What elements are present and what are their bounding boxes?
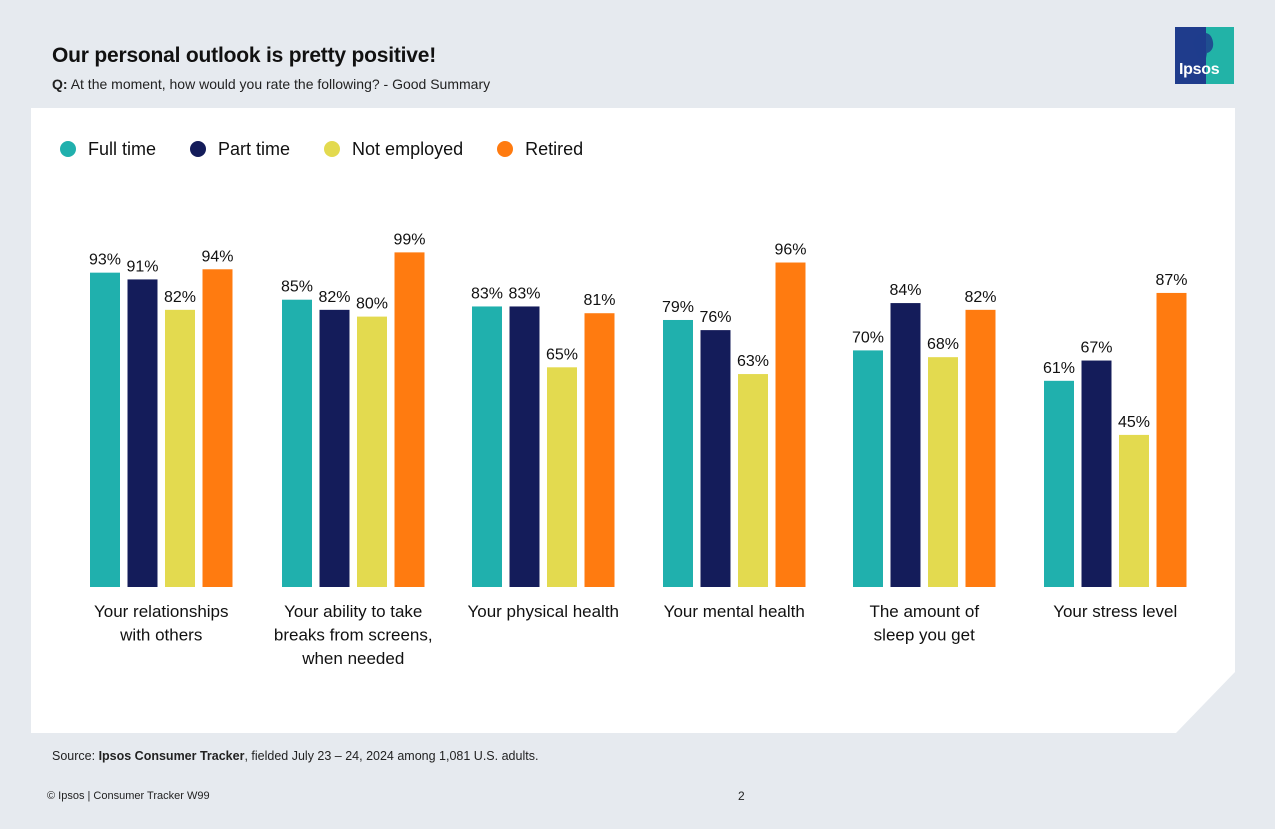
bar-not-employed-3 [547, 367, 577, 587]
data-label-not-employed-1: 82% [164, 289, 196, 306]
logo-head-icon [1193, 33, 1214, 58]
page-title: Our personal outlook is pretty positive! [52, 44, 437, 67]
data-label-full-time-6: 61% [1043, 360, 1075, 377]
data-label-part-time-3: 83% [508, 285, 540, 302]
bar-not-employed-5 [928, 357, 958, 587]
category-label-2: Your ability to take breaks from screens,… [274, 602, 433, 668]
question-text: Q: At the moment, how would you rate the… [52, 76, 490, 92]
legend-item-part-time: Part time [190, 139, 290, 160]
bar-full-time-3 [472, 306, 502, 587]
data-label-full-time-2: 85% [281, 279, 313, 296]
legend-label-full-time: Full time [88, 138, 157, 159]
question-prefix: Q: [52, 76, 68, 92]
copyright: © Ipsos | Consumer Tracker W99 [47, 790, 210, 802]
data-label-not-employed-2: 80% [356, 296, 388, 313]
category-label-1: Your relationships with others [94, 602, 229, 645]
data-label-retired-1: 94% [201, 248, 233, 265]
legend-item-retired: Retired [497, 139, 583, 160]
page-number: 2 [738, 789, 745, 803]
legend-label-retired: Retired [525, 138, 584, 159]
data-label-retired-3: 81% [583, 292, 615, 309]
data-label-part-time-1: 91% [126, 258, 158, 275]
bar-retired-6 [1156, 292, 1187, 587]
data-label-retired-2: 99% [393, 231, 425, 248]
data-label-retired-6: 87% [1155, 272, 1187, 289]
bar-part-time-3 [509, 306, 540, 587]
logo-text: Ipsos [1179, 61, 1220, 78]
bar-retired-3 [584, 313, 615, 587]
ipsos-logo: Ipsos [1175, 27, 1234, 84]
bar-retired-5 [965, 309, 996, 587]
bar-full-time-5 [853, 350, 883, 587]
legend-label-part-time: Part time [218, 138, 291, 159]
bar-part-time-2 [319, 309, 350, 587]
data-label-not-employed-3: 65% [546, 346, 578, 363]
bar-part-time-5 [890, 303, 921, 587]
data-label-part-time-2: 82% [318, 289, 350, 306]
legend-label-not-employed: Not employed [352, 138, 464, 159]
category-label-5: The amount of sleep you get [869, 602, 979, 645]
bar-retired-2 [394, 252, 425, 587]
bar-full-time-1 [90, 272, 120, 587]
bar-not-employed-6 [1119, 434, 1149, 587]
bar-not-employed-4 [738, 374, 768, 587]
category-label-3: Your physical health [467, 602, 619, 621]
bar-not-employed-1 [165, 309, 195, 587]
bar-part-time-1 [127, 279, 158, 587]
data-label-full-time-3: 83% [471, 285, 503, 302]
data-label-full-time-5: 70% [852, 329, 884, 346]
bar-full-time-4 [663, 319, 693, 587]
data-label-full-time-4: 79% [662, 299, 694, 316]
question-body: At the moment, how would you rate the fo… [70, 76, 491, 92]
chart-legend: Full time Part time Not employed Retired [60, 138, 617, 160]
bar-not-employed-2 [357, 316, 387, 587]
bar-retired-4 [775, 262, 806, 587]
source-prefix: Source: [52, 749, 99, 763]
bar-retired-1 [202, 269, 233, 587]
data-label-part-time-5: 84% [889, 282, 921, 299]
data-label-not-employed-5: 68% [927, 336, 959, 353]
source-detail: , fielded July 23 – 24, 2024 among 1,081… [244, 749, 539, 763]
data-label-part-time-6: 67% [1080, 340, 1112, 357]
data-label-not-employed-4: 63% [737, 353, 769, 370]
source-name: Ipsos Consumer Tracker [98, 749, 245, 763]
legend-swatch-retired [497, 141, 514, 157]
data-label-retired-5: 82% [964, 289, 996, 306]
bar-full-time-2 [282, 299, 312, 587]
source-note: Source: Ipsos Consumer Tracker, fielded … [52, 749, 538, 763]
bar-part-time-6 [1081, 360, 1112, 587]
data-label-full-time-1: 93% [89, 252, 121, 269]
bar-full-time-6 [1044, 380, 1074, 587]
category-label-4: Your mental health [664, 602, 805, 621]
data-label-not-employed-6: 45% [1118, 414, 1150, 431]
legend-item-not-employed: Not employed [324, 139, 463, 160]
data-label-part-time-4: 76% [699, 309, 731, 326]
category-label-6: Your stress level [1053, 602, 1177, 621]
bar-part-time-4 [700, 330, 731, 587]
legend-swatch-not-employed [324, 141, 341, 157]
legend-swatch-full-time [60, 141, 76, 157]
legend-swatch-part-time [190, 141, 207, 157]
legend-item-full-time: Full time [60, 139, 156, 160]
data-label-retired-4: 96% [774, 242, 806, 259]
